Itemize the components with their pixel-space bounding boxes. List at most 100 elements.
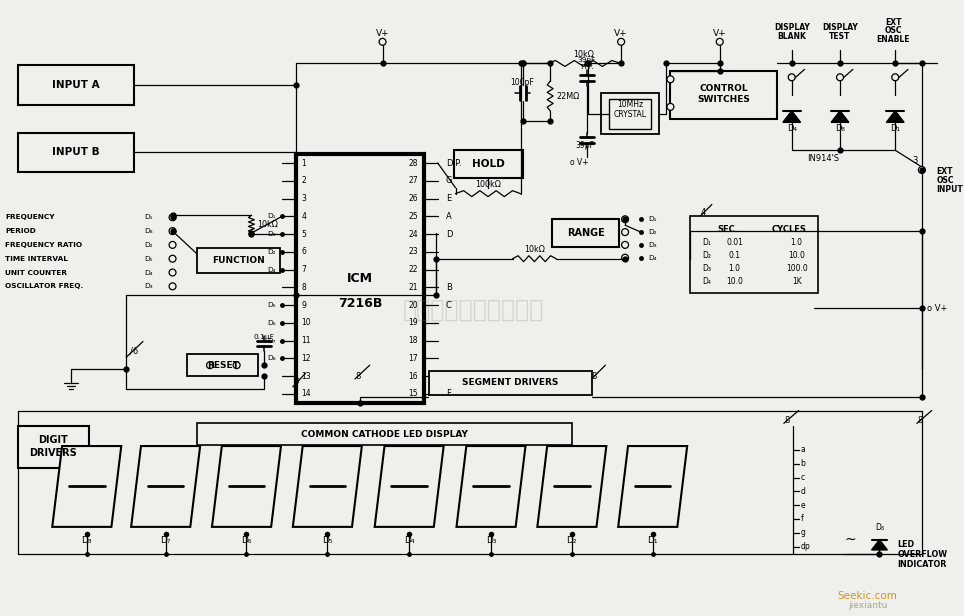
Text: ~: ~ xyxy=(844,533,856,546)
Text: 0.01: 0.01 xyxy=(726,238,743,248)
Circle shape xyxy=(169,228,176,235)
Text: ENABLE: ENABLE xyxy=(876,35,910,44)
Text: 苏州熔褹科技有限公司: 苏州熔褹科技有限公司 xyxy=(403,298,544,322)
Text: 8: 8 xyxy=(918,416,924,426)
Bar xyxy=(17,132,134,172)
Bar xyxy=(198,423,572,445)
Text: 100.0: 100.0 xyxy=(786,264,808,273)
Text: D₅: D₅ xyxy=(268,302,276,308)
Text: 22: 22 xyxy=(409,265,418,274)
Text: OVERFLOW: OVERFLOW xyxy=(897,550,948,559)
Circle shape xyxy=(169,241,176,248)
Text: 10MHz: 10MHz xyxy=(617,100,643,110)
Polygon shape xyxy=(375,446,443,527)
Text: 28: 28 xyxy=(409,158,418,168)
Text: 10.0: 10.0 xyxy=(789,251,805,260)
Text: 100kΩ: 100kΩ xyxy=(475,180,501,188)
Text: D₁: D₁ xyxy=(702,238,710,248)
Circle shape xyxy=(837,74,844,81)
Bar xyxy=(17,65,134,105)
Circle shape xyxy=(169,255,176,262)
Text: 1K: 1K xyxy=(791,277,801,286)
Text: 8: 8 xyxy=(356,371,362,381)
Text: SWITCHES: SWITCHES xyxy=(697,95,750,105)
Text: G: G xyxy=(445,176,452,185)
Text: 7: 7 xyxy=(302,265,307,274)
Text: OSC: OSC xyxy=(937,176,954,185)
Polygon shape xyxy=(618,446,687,527)
Polygon shape xyxy=(457,446,525,527)
Bar xyxy=(609,99,651,129)
Text: 1.0: 1.0 xyxy=(790,238,803,248)
Text: 20: 20 xyxy=(409,301,418,310)
Text: 0.1μF: 0.1μF xyxy=(254,334,275,339)
Text: 16: 16 xyxy=(409,371,418,381)
Circle shape xyxy=(169,283,176,290)
Text: 10.0: 10.0 xyxy=(726,277,743,286)
Text: FUNCTION: FUNCTION xyxy=(212,256,265,265)
Text: HOLD: HOLD xyxy=(471,159,504,169)
Text: ICM: ICM xyxy=(347,272,373,285)
Text: UNIT COUNTER: UNIT COUNTER xyxy=(5,270,67,275)
Text: Seekic.com: Seekic.com xyxy=(838,591,897,601)
Text: SEGMENT DRIVERS: SEGMENT DRIVERS xyxy=(462,378,558,387)
Text: RESET: RESET xyxy=(207,361,239,370)
Text: EXT: EXT xyxy=(937,168,953,176)
Text: D₃: D₃ xyxy=(486,536,496,545)
Circle shape xyxy=(622,216,629,223)
Text: 3: 3 xyxy=(912,156,918,164)
Bar xyxy=(17,426,89,468)
Text: D₂: D₂ xyxy=(702,251,711,260)
Text: o V+: o V+ xyxy=(926,304,948,312)
Text: LED: LED xyxy=(897,540,914,549)
Text: 10kΩ: 10kΩ xyxy=(524,245,545,254)
Text: DISPLAY: DISPLAY xyxy=(774,23,810,33)
Bar xyxy=(453,150,522,178)
Text: V+: V+ xyxy=(713,30,727,38)
Text: E: E xyxy=(445,194,451,203)
Text: INPUT A: INPUT A xyxy=(52,80,99,90)
Text: D₂: D₂ xyxy=(145,242,153,248)
Circle shape xyxy=(789,74,795,81)
Text: FREQUENCY: FREQUENCY xyxy=(5,214,55,221)
Polygon shape xyxy=(293,446,362,527)
Bar xyxy=(198,248,280,274)
Text: 8: 8 xyxy=(785,416,790,426)
Circle shape xyxy=(667,76,674,83)
Text: 21: 21 xyxy=(409,283,418,292)
Circle shape xyxy=(622,254,629,261)
Text: 4: 4 xyxy=(302,212,307,221)
Text: 14: 14 xyxy=(302,389,311,399)
Text: TEST: TEST xyxy=(829,33,850,41)
Text: OSCILLATOR FREQ.: OSCILLATOR FREQ. xyxy=(5,283,83,290)
Polygon shape xyxy=(52,446,121,527)
Text: D₃: D₃ xyxy=(267,231,276,237)
Text: INPUT: INPUT xyxy=(937,185,963,194)
Text: 19: 19 xyxy=(409,318,418,327)
Text: c: c xyxy=(800,473,805,482)
Text: jiexiantu: jiexiantu xyxy=(848,601,887,610)
Text: 4: 4 xyxy=(700,208,706,217)
Circle shape xyxy=(667,103,674,110)
Circle shape xyxy=(622,241,629,248)
Text: D₂: D₂ xyxy=(268,249,276,255)
Text: D₆: D₆ xyxy=(241,536,252,545)
Text: DISPLAY: DISPLAY xyxy=(822,23,858,33)
Circle shape xyxy=(169,214,176,221)
Text: 8: 8 xyxy=(302,283,307,292)
Text: 13: 13 xyxy=(302,371,311,381)
Text: D₁: D₁ xyxy=(648,216,656,222)
Text: 27: 27 xyxy=(409,176,418,185)
Polygon shape xyxy=(783,111,800,123)
Text: a: a xyxy=(800,445,805,455)
Text: D₄: D₄ xyxy=(702,277,710,286)
Text: 9: 9 xyxy=(302,301,307,310)
Text: D₃: D₃ xyxy=(145,283,153,290)
Polygon shape xyxy=(871,540,887,550)
Text: CYCLES: CYCLES xyxy=(771,225,806,233)
Text: D₄: D₄ xyxy=(145,270,153,275)
Text: D₂: D₂ xyxy=(567,536,577,545)
Circle shape xyxy=(716,38,723,45)
Text: 25: 25 xyxy=(409,212,418,221)
Bar xyxy=(296,154,424,403)
